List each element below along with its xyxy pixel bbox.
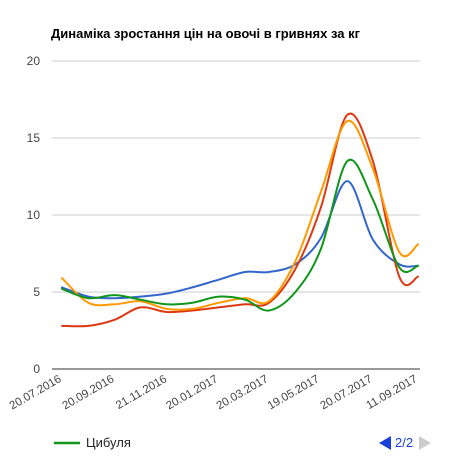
gridlines	[52, 60, 420, 370]
y-tick-label-10: 10	[27, 208, 41, 222]
y-axis-ticks: 0 5 10 15 20	[27, 54, 41, 376]
y-tick-label-15: 15	[27, 131, 41, 145]
x-tick-label-6: 20.07.2017	[319, 373, 375, 412]
y-tick-label-5: 5	[33, 285, 40, 299]
y-tick-label-0: 0	[33, 362, 40, 376]
legend-label-tsybulia: Цибуля	[86, 435, 131, 450]
series-lines	[61, 112, 419, 328]
x-axis-ticks: 20.07.201620.09.201621.11.201620.01.2017…	[8, 373, 420, 412]
x-tick-label-7: 11.09.2017	[364, 373, 419, 412]
x-tick-label-5: 19.05.2017	[266, 373, 322, 412]
series-line-3	[61, 120, 419, 311]
legend: Цибуля	[54, 435, 131, 450]
y-tick-label-20: 20	[27, 54, 41, 68]
legend-pager: 2/2	[379, 435, 431, 450]
series-line-4	[61, 158, 419, 312]
x-tick-label-1: 20.09.2016	[60, 373, 116, 412]
x-tick-label-2: 21.11.2016	[114, 373, 169, 412]
x-tick-label-0: 20.07.2016	[8, 373, 64, 412]
series-line-2	[61, 112, 419, 328]
x-tick-label-4: 20.03.2017	[215, 373, 271, 412]
triangle-left-icon[interactable]	[379, 436, 391, 450]
legend-page-label: 2/2	[395, 435, 413, 450]
triangle-right-icon[interactable]	[419, 436, 431, 450]
x-tick-label-3: 20.01.2017	[164, 373, 220, 412]
series-line-1	[61, 180, 419, 300]
chart-title: Динаміка зростання цін на овочі в гривня…	[51, 26, 361, 41]
